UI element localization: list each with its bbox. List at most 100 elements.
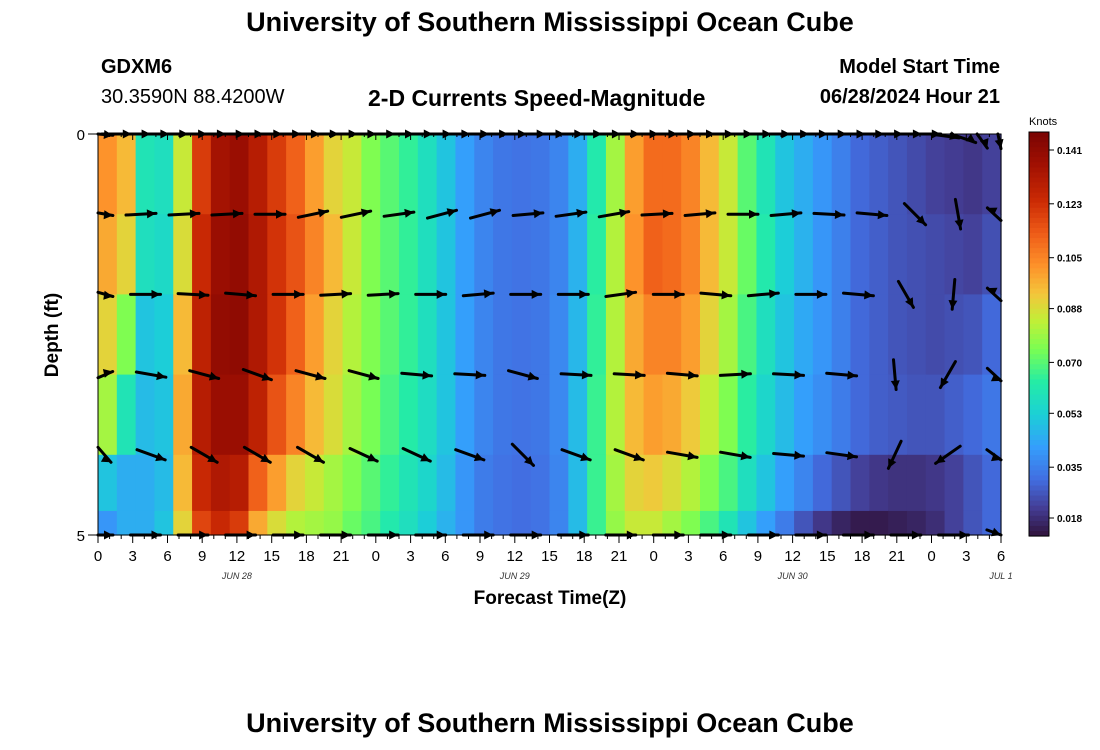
current-vector xyxy=(167,209,201,219)
colorbar-segment xyxy=(1029,485,1049,492)
heat-cell xyxy=(605,510,626,536)
colorbar-segment xyxy=(1029,404,1049,411)
colorbar-segment xyxy=(1029,248,1049,254)
heat-cell xyxy=(812,510,833,536)
heat-cell xyxy=(417,454,438,512)
heat-cell xyxy=(775,214,795,295)
heat-cell xyxy=(737,374,758,456)
current-vector xyxy=(699,290,733,300)
heat-cell xyxy=(380,134,400,215)
colorbar-segment xyxy=(1029,288,1049,295)
heat-cell xyxy=(944,374,964,456)
heat-cell xyxy=(116,134,137,215)
heat-cell xyxy=(192,294,212,376)
heat-cell xyxy=(605,214,626,295)
heat-cell xyxy=(530,294,551,376)
colorbar-segment xyxy=(1029,394,1049,401)
heat-cell xyxy=(455,374,475,456)
heat-cell xyxy=(794,510,814,536)
heat-cell xyxy=(624,374,645,456)
colorbar-segment xyxy=(1029,445,1049,451)
x-tick-label: 3 xyxy=(406,548,414,565)
heat-cell xyxy=(869,214,889,295)
colorbar-segment xyxy=(1029,424,1049,431)
heat-cell xyxy=(173,294,193,376)
heat-cell xyxy=(906,374,927,456)
heat-cell xyxy=(154,294,174,376)
heat-cell xyxy=(718,374,739,456)
current-vector xyxy=(794,289,828,299)
heat-cell xyxy=(210,214,231,295)
heat-cell xyxy=(944,454,964,512)
heat-cell xyxy=(436,374,457,456)
current-vector xyxy=(985,286,1003,303)
heat-cell xyxy=(511,454,532,512)
colorbar-segment xyxy=(1029,147,1049,153)
heat-cell xyxy=(192,510,212,536)
current-vector xyxy=(271,289,305,299)
heat-cell xyxy=(963,454,983,512)
colorbar-segment xyxy=(1029,172,1049,179)
current-vector xyxy=(560,448,592,462)
current-vector xyxy=(718,369,752,379)
x-tick-label: 6 xyxy=(163,548,171,565)
heat-cell xyxy=(361,214,381,295)
x-tick-label: 0 xyxy=(372,548,380,565)
colorbar-segment xyxy=(1029,344,1049,350)
heat-cell xyxy=(248,214,268,295)
heat-cell xyxy=(624,454,645,512)
heat-cell xyxy=(587,374,607,456)
x-tick-label: 0 xyxy=(650,548,658,565)
colorbar-segment xyxy=(1029,227,1049,234)
x-tick-label: 15 xyxy=(541,548,558,565)
x-tick-label: 0 xyxy=(927,548,935,565)
colorbar-segment xyxy=(1029,379,1049,386)
heat-cell xyxy=(286,374,306,456)
heat-cell xyxy=(530,510,551,536)
heat-cell xyxy=(455,454,475,512)
current-vector xyxy=(296,208,330,219)
heat-cell xyxy=(775,374,795,456)
colorbar-segment xyxy=(1029,162,1049,168)
heat-cell xyxy=(417,214,438,295)
heat-cell xyxy=(530,134,551,215)
colorbar-segment xyxy=(1029,132,1049,138)
heat-cell xyxy=(737,134,758,215)
current-vector xyxy=(825,451,858,461)
x-tick-label: 12 xyxy=(784,548,801,565)
heat-cell xyxy=(455,294,475,376)
heat-cell xyxy=(850,374,870,456)
heat-cell xyxy=(681,134,701,215)
colorbar-segment xyxy=(1029,450,1049,456)
colorbar-segment xyxy=(1029,490,1049,497)
current-vector xyxy=(96,369,115,380)
x-tick-label: 9 xyxy=(754,548,762,565)
heat-cell xyxy=(493,510,513,536)
current-vector xyxy=(253,209,287,219)
colorbar-segment xyxy=(1029,298,1049,305)
x-tick-label: 6 xyxy=(719,548,727,565)
current-vector xyxy=(985,366,1003,383)
heat-cell xyxy=(718,214,739,295)
current-vector xyxy=(96,210,115,220)
heat-cell xyxy=(98,454,118,512)
heat-cell xyxy=(549,294,569,376)
colorbar-segment xyxy=(1029,374,1049,381)
heat-cell xyxy=(624,294,645,376)
heat-cell xyxy=(737,214,758,295)
date-label: JUN 28 xyxy=(221,571,252,581)
current-vector xyxy=(985,448,1003,462)
current-vector xyxy=(886,439,903,470)
heat-cell xyxy=(511,134,532,215)
heat-cell xyxy=(568,510,588,536)
colorbar-segment xyxy=(1029,369,1049,375)
page-title: University of Southern Mississippi Ocean… xyxy=(246,7,854,37)
current-vector xyxy=(666,450,699,461)
heat-cell xyxy=(925,134,946,215)
current-vector xyxy=(461,289,495,299)
heat-cell xyxy=(154,454,174,512)
heat-cell xyxy=(775,510,795,536)
heat-cell xyxy=(380,374,400,456)
x-tick-label: 18 xyxy=(576,548,593,565)
x-axis: 0 3 6 9 12 15 18 21 0 3 6 9 12 15 18 21 0 3 6 9 12 15 18 21 0 3 6 J… xyxy=(94,134,1013,581)
